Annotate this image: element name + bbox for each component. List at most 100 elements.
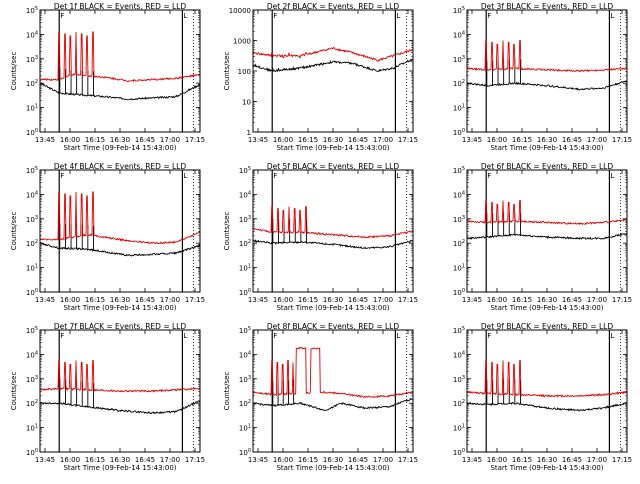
x-tick-label: 13:45 bbox=[248, 136, 268, 144]
y-tick-label: 103 bbox=[453, 55, 465, 64]
marker-l-label: L bbox=[396, 12, 400, 20]
x-tick-label: 16:45 bbox=[562, 456, 582, 464]
x-tick-label: 16:00 bbox=[487, 296, 507, 304]
events-series-line bbox=[39, 400, 201, 415]
marker-l-label: L bbox=[396, 172, 400, 180]
x-tick-label: 17:00 bbox=[373, 296, 393, 304]
y-tick-label: 104 bbox=[239, 350, 251, 359]
y-tick-label: 104 bbox=[239, 190, 251, 199]
y-tick-label: 105 bbox=[239, 326, 251, 335]
y-tick-label: 101 bbox=[453, 424, 465, 433]
marker-f-label: F bbox=[273, 12, 277, 20]
y-tick-label: 104 bbox=[453, 30, 465, 39]
x-tick-label: 17:00 bbox=[160, 136, 180, 144]
x-tick-label: 16:00 bbox=[60, 296, 80, 304]
x-tick-label: 16:00 bbox=[487, 456, 507, 464]
y-tick-label: 10 bbox=[242, 99, 251, 107]
x-tick-label: 17:00 bbox=[160, 456, 180, 464]
chart-title: Det 6f BLACK = Events, RED = LLD bbox=[481, 162, 614, 171]
y-tick-label: 1 bbox=[247, 129, 251, 137]
x-tick-label: 17:00 bbox=[587, 296, 607, 304]
marker-l-label: L bbox=[183, 12, 187, 20]
lld-series-line bbox=[252, 346, 414, 399]
x-tick-label: 17:00 bbox=[373, 456, 393, 464]
chart-panel: Det 8f BLACK = Events, RED = LLD 100 101 10… bbox=[223, 322, 418, 472]
x-tick-label: 16:00 bbox=[487, 136, 507, 144]
y-tick-label: 103 bbox=[26, 215, 38, 224]
y-tick-label: 105 bbox=[453, 6, 465, 15]
x-tick-label: 16:45 bbox=[348, 136, 368, 144]
x-tick-label: 13:45 bbox=[35, 456, 55, 464]
chart-title: Det 8f BLACK = Events, RED = LLD bbox=[267, 322, 400, 331]
x-tick-label: 16:15 bbox=[298, 296, 318, 304]
chart-title: Det 9f BLACK = Events, RED = LLD bbox=[481, 322, 614, 331]
y-tick-label: 102 bbox=[26, 399, 38, 408]
chart-title: Det 1f BLACK = Events, RED = LLD bbox=[54, 2, 187, 11]
y-tick-label: 105 bbox=[239, 166, 251, 175]
y-tick-label: 100 bbox=[453, 128, 465, 137]
chart-panel: Det 6f BLACK = Events, RED = LLD 100 101 10… bbox=[453, 162, 632, 312]
y-tick-label: 105 bbox=[453, 326, 465, 335]
chart-title: Det 3f BLACK = Events, RED = LLD bbox=[481, 2, 614, 11]
x-tick-label: 16:45 bbox=[348, 456, 368, 464]
x-tick-label: 17:15 bbox=[398, 296, 418, 304]
events-series-line bbox=[466, 232, 628, 240]
chart-panel: Det 9f BLACK = Events, RED = LLD 100 101 10… bbox=[453, 322, 632, 472]
y-tick-label: 105 bbox=[26, 6, 38, 15]
chart-title: Det 5f BLACK = Events, RED = LLD bbox=[267, 162, 400, 171]
y-tick-label: 105 bbox=[26, 326, 38, 335]
marker-f-label: F bbox=[487, 332, 491, 340]
events-series-line bbox=[252, 397, 414, 412]
marker-f-label: F bbox=[60, 332, 64, 340]
lld-series-line bbox=[252, 46, 414, 62]
x-tick-label: 17:15 bbox=[612, 296, 632, 304]
x-tick-label: 16:30 bbox=[323, 456, 343, 464]
x-tick-label: 13:45 bbox=[462, 136, 482, 144]
x-tick-label: 16:30 bbox=[537, 136, 557, 144]
y-tick-label: 101 bbox=[453, 264, 465, 273]
y-tick-label: 100 bbox=[453, 288, 465, 297]
y-tick-label: 104 bbox=[26, 350, 38, 359]
x-tick-label: 16:45 bbox=[562, 296, 582, 304]
plot-frame bbox=[252, 9, 414, 133]
x-axis-label: Start Time (09-Feb-14 15:43:00) bbox=[276, 144, 389, 152]
lld-series-line bbox=[466, 360, 628, 398]
y-tick-label: 104 bbox=[453, 190, 465, 199]
y-tick-label: 101 bbox=[26, 104, 38, 113]
x-tick-label: 16:15 bbox=[298, 456, 318, 464]
marker-f-label: F bbox=[487, 12, 491, 20]
x-tick-label: 17:15 bbox=[612, 456, 632, 464]
x-tick-label: 16:15 bbox=[512, 296, 532, 304]
y-tick-label: 102 bbox=[453, 79, 465, 88]
marker-l-label: L bbox=[610, 332, 614, 340]
marker-f-label: F bbox=[487, 172, 491, 180]
y-tick-label: 104 bbox=[26, 30, 38, 39]
marker-l-label: L bbox=[610, 172, 614, 180]
lld-series-line bbox=[39, 31, 201, 83]
plot-frame bbox=[466, 329, 628, 453]
y-axis-label: Counts/sec bbox=[10, 212, 18, 251]
chart-title: Det 2f BLACK = Events, RED = LLD bbox=[267, 2, 400, 11]
plot-frame bbox=[466, 169, 628, 293]
y-tick-label: 102 bbox=[239, 239, 251, 248]
x-tick-label: 17:15 bbox=[612, 136, 632, 144]
x-tick-label: 16:45 bbox=[348, 296, 368, 304]
x-tick-label: 16:15 bbox=[85, 136, 105, 144]
marker-f-label: F bbox=[60, 12, 64, 20]
y-tick-label: 100 bbox=[26, 128, 38, 137]
y-tick-label: 1000 bbox=[233, 38, 251, 46]
x-tick-label: 16:00 bbox=[60, 456, 80, 464]
x-tick-label: 17:00 bbox=[587, 136, 607, 144]
y-tick-label: 104 bbox=[453, 350, 465, 359]
events-series-line bbox=[252, 239, 414, 250]
y-tick-label: 103 bbox=[26, 375, 38, 384]
chart-title: Det 4f BLACK = Events, RED = LLD bbox=[54, 162, 187, 171]
x-tick-label: 16:45 bbox=[135, 136, 155, 144]
y-axis-label: Counts/sec bbox=[223, 372, 231, 411]
y-tick-label: 101 bbox=[239, 424, 251, 433]
x-tick-label: 17:15 bbox=[185, 136, 205, 144]
y-axis-label: Counts/sec bbox=[223, 52, 231, 91]
x-tick-label: 16:30 bbox=[110, 296, 130, 304]
